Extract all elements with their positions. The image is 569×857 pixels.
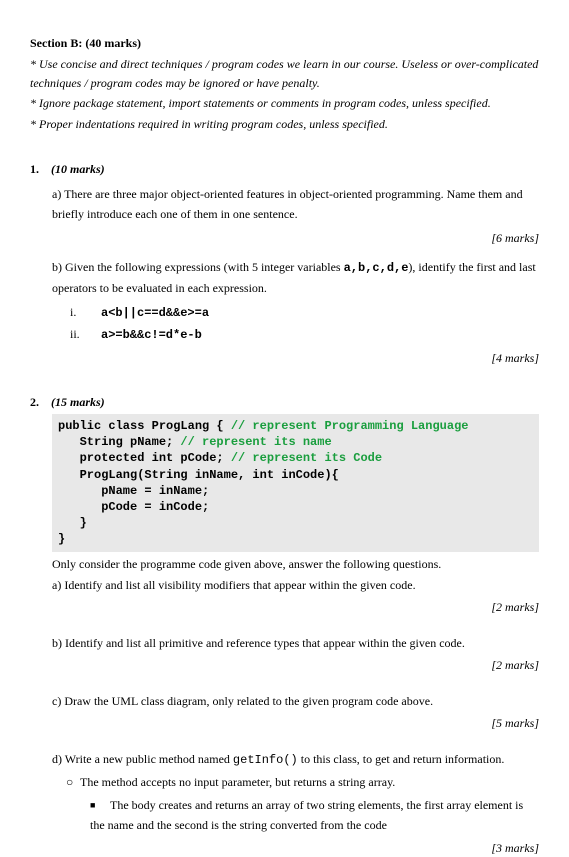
question-1: 1. (10 marks) a) There are three major o…	[30, 160, 539, 367]
q2-header: (15 marks)	[51, 395, 105, 409]
code-l4: ProgLang(String inName, int inCode){	[58, 468, 339, 482]
q2d-code: getInfo()	[233, 753, 298, 767]
instructions-block: * Use concise and direct techniques / pr…	[30, 55, 539, 134]
q2d-bullet-2: ■The body creates and returns an array o…	[90, 795, 539, 836]
q2-after-code: Only consider the programme code given a…	[52, 555, 539, 573]
q2d-b2-text: The body creates and returns an array of…	[90, 798, 523, 832]
q1b-i-expr: a<b||c==d&&e>=a	[101, 306, 209, 320]
question-2: 2. (15 marks) public class ProgLang { //…	[30, 393, 539, 857]
q1b-ii-expr: a>=b&&c!=d*e-b	[101, 328, 202, 342]
circle-bullet-icon: ○	[66, 773, 80, 791]
q2-d-marks: [3 marks]	[52, 839, 539, 857]
q2-c-marks: [5 marks]	[52, 714, 539, 732]
q2-codeblock: public class ProgLang { // represent Pro…	[52, 414, 539, 552]
code-l7: }	[58, 516, 87, 530]
q2d-b1-text: The method accepts no input parameter, b…	[80, 775, 395, 789]
q1-b-marks: [4 marks]	[52, 349, 539, 367]
q1b-pre: b) Given the following expressions (with…	[52, 260, 344, 274]
q2-a-marks: [2 marks]	[52, 598, 539, 616]
code-l2b: // represent its name	[180, 435, 331, 449]
q1b-vars: a,b,c,d,e	[344, 261, 409, 275]
q1-header: (10 marks)	[51, 162, 105, 176]
q2-part-a: a) Identify and list all visibility modi…	[52, 576, 539, 594]
q2-part-c: c) Draw the UML class diagram, only rela…	[52, 692, 539, 710]
code-l2a: String pName;	[58, 435, 180, 449]
q2d-bullet-1: ○The method accepts no input parameter, …	[66, 773, 539, 791]
code-l5: pName = inName;	[58, 484, 209, 498]
code-l8: }	[58, 532, 65, 546]
instruction-3: * Proper indentations required in writin…	[30, 115, 539, 134]
q2-b-marks: [2 marks]	[52, 656, 539, 674]
code-l3b: // represent its Code	[231, 451, 382, 465]
q1-part-a: a) There are three major object-oriented…	[52, 184, 539, 225]
q2d-pre: d) Write a new public method named	[52, 752, 233, 766]
q1b-ii-num: ii.	[70, 324, 98, 344]
q1b-expressions: i. a<b||c==d&&e>=a ii. a>=b&&c!=d*e-b	[70, 302, 539, 345]
q1b-i-num: i.	[70, 302, 98, 322]
q1-part-b: b) Given the following expressions (with…	[52, 257, 539, 299]
instruction-1: * Use concise and direct techniques / pr…	[30, 55, 539, 93]
instruction-2: * Ignore package statement, import state…	[30, 94, 539, 113]
code-l1a: public class ProgLang {	[58, 419, 231, 433]
square-bullet-icon: ■	[90, 798, 110, 813]
code-l6: pCode = inCode;	[58, 500, 209, 514]
q2-number: 2.	[30, 393, 48, 411]
code-l3a: protected int pCode;	[58, 451, 231, 465]
section-title: Section B: (40 marks)	[30, 34, 539, 52]
q2-part-b: b) Identify and list all primitive and r…	[52, 634, 539, 652]
code-l1b: // represent Programming Language	[231, 419, 469, 433]
q1-number: 1.	[30, 160, 48, 178]
q2-part-d: d) Write a new public method named getIn…	[52, 750, 539, 769]
q2d-post: to this class, to get and return informa…	[298, 752, 505, 766]
q1-a-marks: [6 marks]	[52, 229, 539, 247]
